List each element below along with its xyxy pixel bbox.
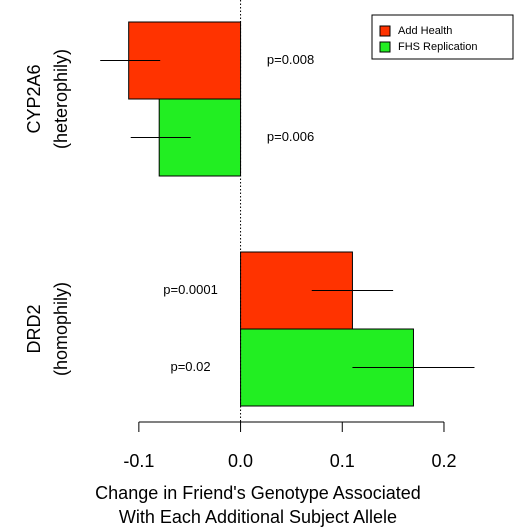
p-value-label: p=0.008 [267, 52, 314, 67]
y-category-subtitle: (heterophily) [51, 49, 71, 149]
x-tick-label: 0.1 [330, 451, 355, 471]
p-value-label: p=0.02 [170, 359, 210, 374]
x-tick-label: 0.2 [431, 451, 456, 471]
y-category-label: DRD2 [24, 304, 44, 353]
legend-box [371, 14, 514, 60]
legend-swatch [379, 25, 391, 37]
x-axis-label: Change in Friend's Genotype Associated [95, 483, 421, 503]
p-value-label: p=0.006 [267, 129, 314, 144]
p-value-label: p=0.0001 [163, 282, 218, 297]
legend-swatch [379, 41, 391, 53]
x-tick-label: -0.1 [123, 451, 154, 471]
y-category-subtitle: (homophily) [51, 282, 71, 376]
x-axis-label: With Each Additional Subject Allele [119, 507, 397, 527]
y-category-label: CYP2A6 [24, 64, 44, 133]
x-tick-label: 0.0 [228, 451, 253, 471]
legend-label: FHS Replication [398, 41, 477, 53]
legend-label: Add Health [398, 25, 452, 37]
